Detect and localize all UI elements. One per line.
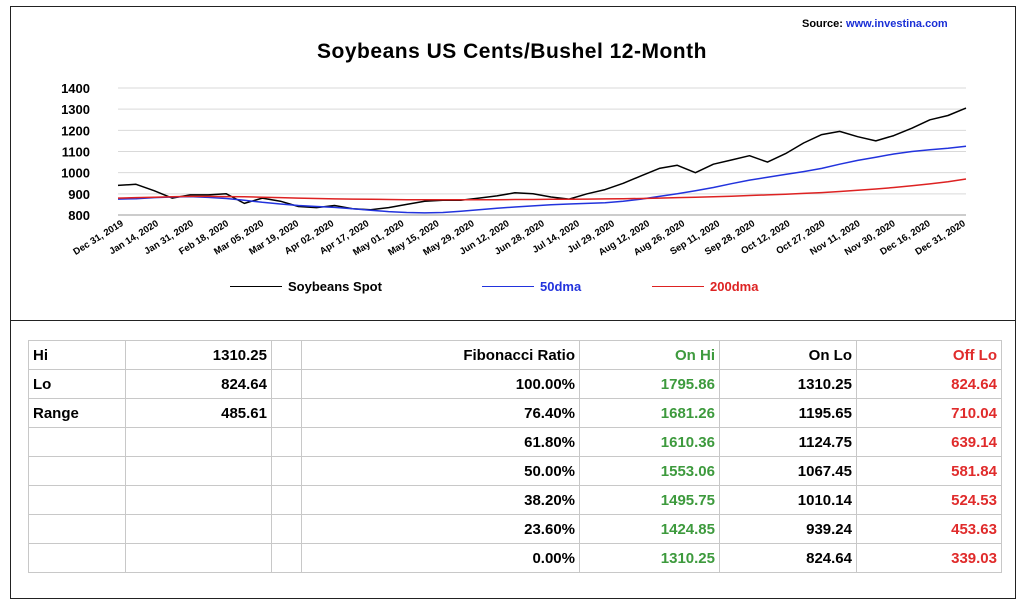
cell-on-hi: 1610.36 xyxy=(579,427,720,457)
table-header-row: Hi 1310.25 Fibonacci Ratio On Hi On Lo O… xyxy=(28,340,1002,370)
cell-spacer xyxy=(271,369,302,399)
cell-left-value: 485.61 xyxy=(125,398,272,428)
y-tick-label: 1400 xyxy=(61,81,90,96)
cell-left-label xyxy=(28,456,126,486)
cell-on-lo: 939.24 xyxy=(719,514,857,544)
cell-ratio: 50.00% xyxy=(301,456,580,486)
cell-spacer xyxy=(271,514,302,544)
y-tick-label: 1200 xyxy=(61,123,90,138)
cell-ratio: 76.40% xyxy=(301,398,580,428)
chart-table-divider xyxy=(10,320,1016,321)
series-line-50dma xyxy=(117,145,967,214)
y-tick-label: 1100 xyxy=(62,145,90,160)
cell-ratio: 61.80% xyxy=(301,427,580,457)
cell-spacer xyxy=(271,485,302,515)
y-tick-label: 900 xyxy=(68,187,90,202)
cell-left-value xyxy=(125,514,272,544)
cell-off-lo: 581.84 xyxy=(856,456,1002,486)
y-tick-label: 800 xyxy=(68,208,90,223)
cell-off-lo: 710.04 xyxy=(856,398,1002,428)
legend-swatch-spot xyxy=(230,286,282,287)
table-row: 38.20% 1495.75 1010.14 524.53 xyxy=(28,485,1002,515)
source-label: Source: xyxy=(802,18,843,30)
cell-left-value xyxy=(125,485,272,515)
legend-swatch-200dma xyxy=(652,286,704,287)
cell-ratio: 0.00% xyxy=(301,543,580,573)
cell-on-lo: 1010.14 xyxy=(719,485,857,515)
cell-on-hi: 1310.25 xyxy=(579,543,720,573)
cell-on-lo: 1067.45 xyxy=(719,456,857,486)
cell-spacer xyxy=(271,456,302,486)
legend-label-50dma: 50dma xyxy=(540,279,582,294)
cell-left-label xyxy=(28,485,126,515)
cell-left-value xyxy=(125,543,272,573)
legend-label-spot: Soybeans Spot xyxy=(288,279,382,294)
cell-left-label xyxy=(28,543,126,573)
cell-off-lo: 524.53 xyxy=(856,485,1002,515)
source-note: Source: www.investina.com xyxy=(802,18,948,30)
cell-on-hi: 1681.26 xyxy=(579,398,720,428)
table-row: 61.80% 1610.36 1124.75 639.14 xyxy=(28,427,1002,457)
cell-left-label xyxy=(28,427,126,457)
cell-off-lo: 824.64 xyxy=(856,369,1002,399)
cell-spacer xyxy=(271,427,302,457)
source-link[interactable]: www.investina.com xyxy=(846,18,948,30)
cell-ratio: 38.20% xyxy=(301,485,580,515)
cell-ratio: 23.60% xyxy=(301,514,580,544)
cell-left-value xyxy=(125,456,272,486)
cell-hi-label: Hi xyxy=(28,340,126,370)
cell-off-lo: 639.14 xyxy=(856,427,1002,457)
cell-spacer xyxy=(271,543,302,573)
cell-on-hi: 1495.75 xyxy=(579,485,720,515)
cell-left-label: Range xyxy=(28,398,126,428)
table-row: 23.60% 1424.85 939.24 453.63 xyxy=(28,514,1002,544)
cell-spacer xyxy=(271,340,302,370)
table-row: 0.00% 1310.25 824.64 339.03 xyxy=(28,543,1002,573)
fibonacci-table: Hi 1310.25 Fibonacci Ratio On Hi On Lo O… xyxy=(28,340,1002,573)
cell-on-lo: 1195.65 xyxy=(719,398,857,428)
table-row: 50.00% 1553.06 1067.45 581.84 xyxy=(28,456,1002,486)
cell-ratio: 100.00% xyxy=(301,369,580,399)
header-fibonacci-ratio: Fibonacci Ratio xyxy=(301,340,580,370)
header-off-lo: Off Lo xyxy=(856,340,1002,370)
header-on-lo: On Lo xyxy=(719,340,857,370)
table-row: Lo 824.64 100.00% 1795.86 1310.25 824.64 xyxy=(28,369,1002,399)
chart-title: Soybeans US Cents/Bushel 12-Month xyxy=(317,40,707,63)
cell-left-value: 824.64 xyxy=(125,369,272,399)
cell-left-label xyxy=(28,514,126,544)
cell-on-lo: 824.64 xyxy=(719,543,857,573)
series-line-spot xyxy=(117,107,967,211)
header-on-hi: On Hi xyxy=(579,340,720,370)
chart-frame xyxy=(10,6,1016,599)
cell-spacer xyxy=(271,398,302,428)
cell-on-hi: 1424.85 xyxy=(579,514,720,544)
cell-off-lo: 453.63 xyxy=(856,514,1002,544)
table-row: Range 485.61 76.40% 1681.26 1195.65 710.… xyxy=(28,398,1002,428)
y-tick-label: 1000 xyxy=(61,166,90,181)
cell-left-label: Lo xyxy=(28,369,126,399)
series-line-200dma xyxy=(117,178,967,201)
legend-label-200dma: 200dma xyxy=(710,279,759,294)
cell-off-lo: 339.03 xyxy=(856,543,1002,573)
cell-on-hi: 1795.86 xyxy=(579,369,720,399)
cell-left-value xyxy=(125,427,272,457)
y-tick-label: 1300 xyxy=(61,102,90,117)
cell-hi-value: 1310.25 xyxy=(125,340,272,370)
cell-on-lo: 1124.75 xyxy=(719,427,857,457)
legend-swatch-50dma xyxy=(482,286,534,287)
cell-on-lo: 1310.25 xyxy=(719,369,857,399)
cell-on-hi: 1553.06 xyxy=(579,456,720,486)
